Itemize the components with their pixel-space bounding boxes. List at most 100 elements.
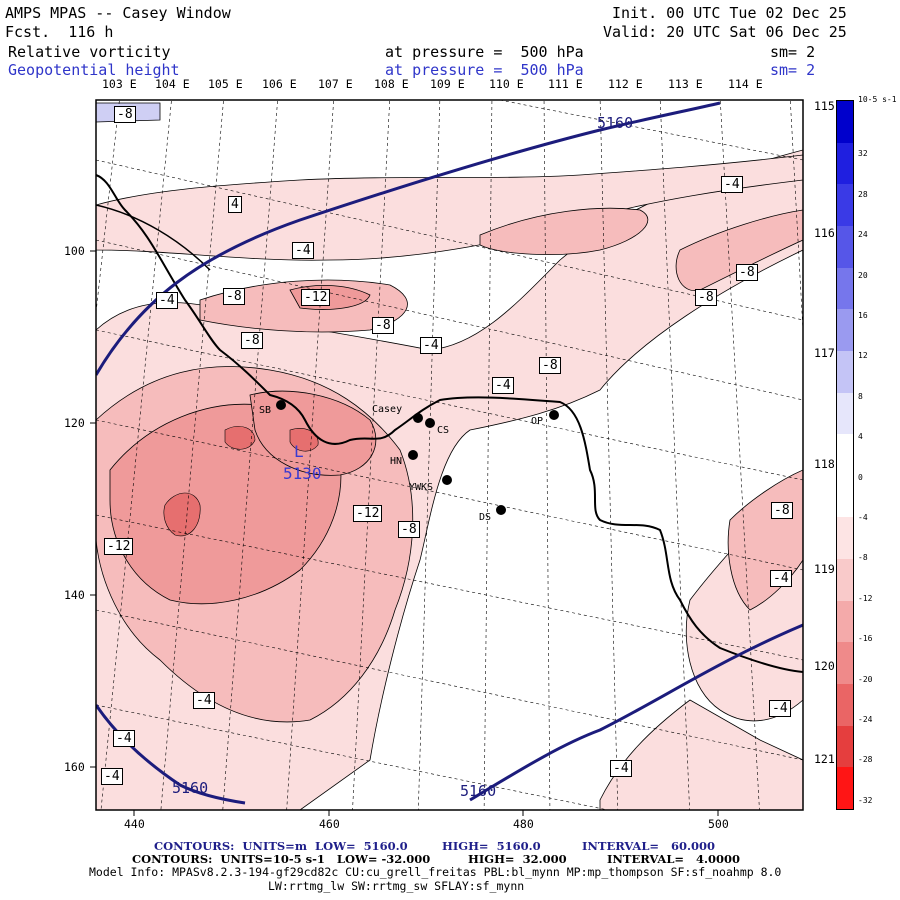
x-tick-label: 500	[708, 817, 729, 831]
vort-fill-region	[479, 207, 649, 255]
colorbar-swatch	[837, 517, 853, 560]
vort-fill-region	[599, 699, 803, 810]
lon-label-top: 110 E	[489, 77, 524, 91]
height-contour-label: 5160	[597, 114, 634, 132]
vort-contour-label: -4	[770, 570, 792, 587]
colorbar-swatch	[837, 101, 853, 144]
colorbar-swatch	[837, 559, 853, 602]
low-center-value: 5130	[283, 464, 322, 483]
station-label: HN	[390, 456, 403, 467]
vort-contour-label: -4	[292, 242, 314, 259]
colorbar-swatch	[837, 392, 853, 435]
x-tick-label: 480	[513, 817, 534, 831]
vort-contour-label: -8	[398, 521, 420, 538]
valid-time: Valid: 20 UTC Sat 06 Dec 25	[603, 23, 847, 41]
colorbar-swatch	[837, 684, 853, 727]
vort-contour-label: -4	[769, 700, 791, 717]
colorbar-label: -12	[858, 593, 873, 603]
footer-contours-height: CONTOURS: UNITS=m LOW= 5160.0	[154, 839, 408, 853]
vort-contour-label: -4	[721, 176, 743, 193]
colorbar-label: 8	[858, 391, 863, 401]
y-tick-label: 120	[64, 416, 85, 430]
vort-contour-label: -8	[114, 106, 136, 123]
vort-contour-label: 4	[228, 196, 242, 213]
colorbar-label: -28	[858, 755, 873, 765]
vort-contour-label: -4	[156, 292, 178, 309]
colorbar-label: 28	[858, 189, 868, 199]
height-contour-label: 5160	[460, 782, 497, 800]
lon-label-top: 109 E	[430, 77, 465, 91]
colorbar-swatch	[837, 184, 853, 227]
colorbar-label: 32	[858, 149, 868, 159]
station-label: SB	[259, 405, 272, 416]
low-center-label: L	[294, 442, 304, 461]
height-contour-label: 5160	[172, 779, 209, 797]
colorbar-swatch	[837, 725, 853, 768]
footer-contours-vort: CONTOURS: UNITS=10-5 s-1 LOW= -32.000	[132, 852, 431, 866]
vort-contour-label: -12	[301, 289, 331, 306]
colorbar-swatch	[837, 600, 853, 643]
colorbar-swatch	[837, 350, 853, 394]
colorbar-swatch	[837, 309, 853, 352]
footer-model-info: Model Info: MPASv8.2.3-194-gf29cd82c CU:…	[89, 865, 782, 879]
colorbar-label: 24	[858, 230, 868, 240]
footer-interval-vort: INTERVAL= 4.0000	[607, 852, 741, 866]
colorbar	[836, 100, 854, 810]
colorbar-swatch	[837, 225, 853, 269]
colorbar-swatch	[837, 142, 853, 185]
footer-model-info-2: LW:rrtmg_lw SW:rrtmg_sw SFLAY:sf_mynn	[268, 879, 525, 893]
vort-fill-region	[163, 492, 201, 537]
coastline	[96, 204, 211, 271]
colorbar-label: -4	[858, 512, 868, 522]
station-label: DS	[479, 512, 492, 523]
field1-smooth: sm= 2	[770, 43, 816, 61]
colorbar-swatch	[837, 434, 853, 477]
colorbar-swatch	[837, 642, 853, 685]
vort-contour-label: -8	[241, 332, 263, 349]
vort-contour-label: -4	[101, 768, 123, 785]
vort-contour-label: -8	[539, 357, 561, 374]
vort-contour-label: -8	[223, 288, 245, 305]
vort-fill-region	[224, 426, 256, 450]
field1-level: at pressure = 500 hPa	[385, 43, 584, 61]
colorbar-label: -20	[858, 674, 873, 684]
colorbar-label: 0	[858, 472, 863, 482]
colorbar-swatch	[837, 475, 853, 518]
field2-name: Geopotential height	[8, 61, 180, 79]
vort-contour-label: -12	[104, 538, 134, 555]
colorbar-unit: 10-5 s-1	[858, 95, 897, 104]
vort-fill-region	[675, 209, 803, 292]
station-label: Casey	[372, 404, 403, 415]
x-tick-label: 440	[124, 817, 145, 831]
vort-contour-label: -8	[372, 317, 394, 334]
colorbar-label: -24	[858, 714, 873, 724]
lon-label-top: 106 E	[262, 77, 297, 91]
lon-label-top: 108 E	[374, 77, 409, 91]
colorbar-label: -32	[858, 795, 873, 805]
vort-contour-label: -4	[610, 760, 632, 777]
plot-title: AMPS MPAS -- Casey Window	[5, 4, 231, 22]
vort-fill-region	[289, 428, 319, 452]
colorbar-label: -8	[858, 553, 868, 563]
colorbar-label: 20	[858, 270, 868, 280]
lon-label-top: 105 E	[208, 77, 243, 91]
footer-high-height: HIGH= 5160.0	[442, 839, 541, 853]
colorbar-swatch	[837, 767, 853, 810]
station-markers	[276, 400, 559, 515]
lon-label-top: 113 E	[668, 77, 703, 91]
colorbar-label: 12	[858, 351, 868, 361]
y-tick-label: 140	[64, 588, 85, 602]
vort-contour-label: -8	[736, 264, 758, 281]
vort-contour-label: -8	[771, 502, 793, 519]
station-label: YWKS	[409, 482, 434, 493]
y-tick-label: 160	[64, 760, 85, 774]
latlon-grid	[96, 100, 803, 810]
field1-name: Relative vorticity	[8, 43, 171, 61]
field2-level: at pressure = 500 hPa	[385, 61, 584, 79]
lon-label-top: 114 E	[728, 77, 763, 91]
lon-label-top: 107 E	[318, 77, 353, 91]
station-label: OP	[531, 416, 544, 427]
colorbar-label: 16	[858, 310, 868, 320]
vort-contour-label: -4	[492, 377, 514, 394]
